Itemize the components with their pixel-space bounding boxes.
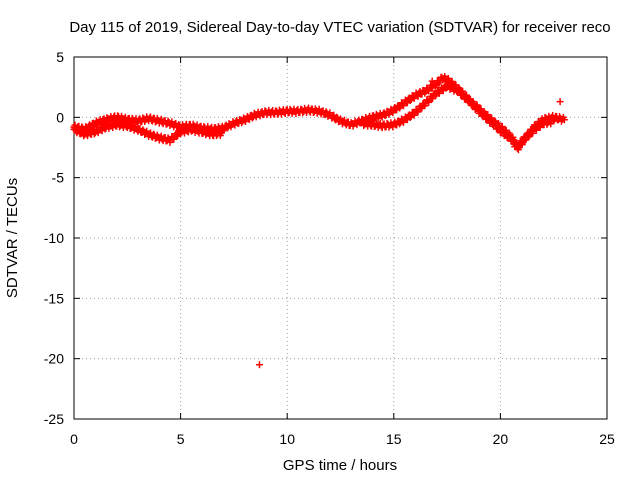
data-points [70, 72, 568, 369]
data-marker [480, 110, 488, 118]
data-marker [462, 93, 470, 101]
y-tick-label: -20 [44, 351, 64, 367]
x-tick-label: 5 [177, 431, 185, 447]
x-tick-label: 0 [70, 431, 78, 447]
data-marker [396, 120, 404, 128]
data-marker [139, 126, 147, 134]
data-marker [455, 86, 463, 94]
data-marker [518, 141, 526, 149]
data-marker [473, 103, 481, 111]
series-track-A [70, 72, 568, 151]
data-marker [560, 116, 568, 124]
data-marker [406, 113, 414, 121]
y-tick-label: -15 [44, 290, 64, 306]
x-tick-label: 20 [493, 431, 509, 447]
y-tick-label: -10 [44, 230, 64, 246]
chart-title: Day 115 of 2019, Sidereal Day-to-day VTE… [69, 19, 610, 36]
series-track-B [70, 81, 558, 154]
data-marker [525, 133, 533, 141]
series-isolated-points [255, 77, 564, 369]
plot-frame [73, 56, 608, 420]
y-axis-ticks: 5 0 -5 -10 -15 -20 -25 [44, 49, 607, 427]
x-tick-label: 15 [386, 431, 402, 447]
data-marker [514, 146, 522, 154]
data-marker [248, 114, 256, 122]
x-tick-label: 10 [279, 431, 295, 447]
data-marker [444, 81, 452, 89]
x-tick-label: 25 [599, 431, 615, 447]
y-tick-label: 0 [56, 109, 64, 125]
data-marker [218, 127, 226, 135]
data-marker [491, 120, 499, 128]
data-marker [78, 127, 86, 135]
y-tick-label: -5 [52, 170, 65, 186]
grid-lines [74, 57, 607, 419]
data-marker [428, 77, 436, 85]
plot-border [73, 56, 608, 420]
y-tick-label: 5 [56, 49, 64, 65]
x-axis-ticks: 0 5 10 15 20 25 [70, 57, 615, 447]
data-marker [406, 97, 414, 105]
y-tick-label: -25 [44, 411, 64, 427]
data-marker [431, 82, 439, 90]
data-marker [223, 124, 231, 132]
data-marker [425, 98, 433, 106]
data-marker [333, 113, 341, 121]
data-marker [255, 361, 263, 369]
data-marker [556, 98, 564, 106]
data-marker [532, 126, 540, 134]
data-marker [550, 117, 558, 125]
y-axis-label: SDTVAR / TECUs [4, 178, 21, 298]
x-axis-label: GPS time / hours [283, 457, 397, 474]
